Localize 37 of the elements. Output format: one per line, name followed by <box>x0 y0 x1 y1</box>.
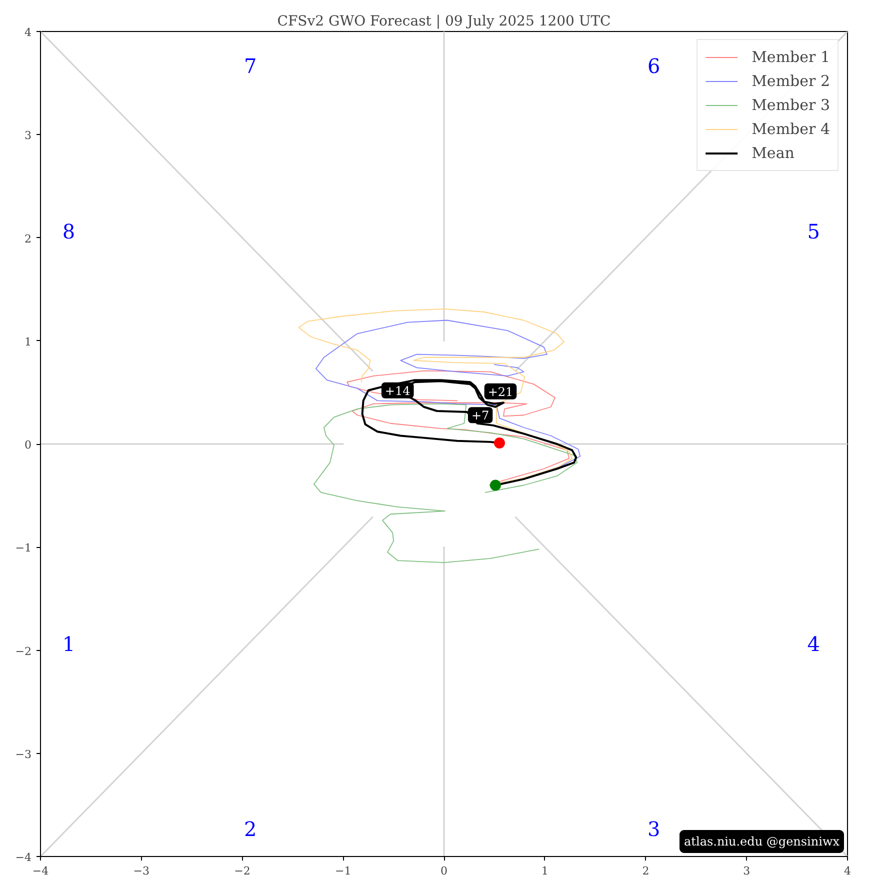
annotation: 3 <box>647 816 660 841</box>
y-tick-label: −2 <box>15 644 32 658</box>
x-tick-label: 0 <box>440 864 448 878</box>
legend-label: Member 1 <box>752 48 830 66</box>
annotation: +21 <box>488 384 514 399</box>
x-tick-label: 4 <box>844 864 851 878</box>
y-tick-label: 2 <box>24 232 32 246</box>
legend-label: Member 2 <box>752 72 830 90</box>
annotation: atlas.niu.edu @gensiniwx <box>684 834 840 848</box>
point <box>494 437 505 448</box>
annotation: 8 <box>62 220 76 244</box>
x-tick-label: 1 <box>541 864 548 878</box>
y-tick-label: −3 <box>15 748 32 761</box>
annotation: 5 <box>807 220 820 244</box>
x-tick-label: −2 <box>234 864 250 878</box>
x-tick-label: 2 <box>642 864 650 878</box>
x-tick-label: −1 <box>335 864 352 878</box>
line-series <box>313 403 578 564</box>
annotation: 2 <box>244 816 257 841</box>
annotation: 6 <box>647 54 660 78</box>
y-tick-label: 0 <box>24 438 32 452</box>
annotation: 4 <box>807 632 820 656</box>
annotation: +7 <box>471 408 490 423</box>
annotation: 7 <box>244 54 257 78</box>
legend-label: Member 4 <box>752 120 830 138</box>
legend-label: Mean <box>752 144 794 162</box>
x-tick-label: −3 <box>133 864 150 878</box>
chart-title: CFSv2 GWO Forecast | 09 July 2025 1200 UTC <box>277 14 611 30</box>
point <box>490 480 501 491</box>
y-tick-label: −4 <box>15 851 32 864</box>
y-tick-label: 1 <box>24 335 32 348</box>
y-tick-label: 4 <box>24 26 32 39</box>
legend-label: Member 3 <box>752 96 830 114</box>
y-tick-label: −1 <box>15 542 32 555</box>
annotation: 1 <box>62 632 76 656</box>
y-tick-label: 3 <box>24 129 32 142</box>
x-tick-label: 3 <box>743 864 750 878</box>
